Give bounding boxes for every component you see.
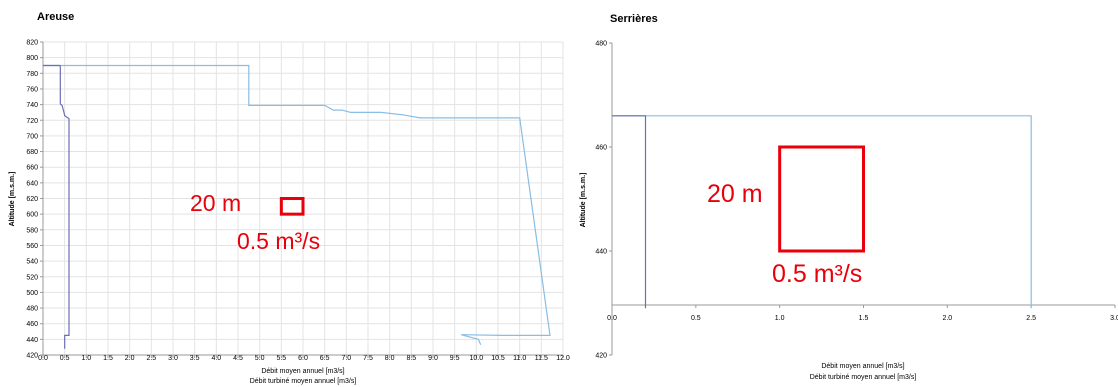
x-tick-label: 9.5	[450, 355, 460, 362]
series-line-1	[612, 115, 647, 309]
y-tick-label: 780	[26, 71, 38, 78]
x-tick-labels: 0.0 0.5 1.0 1.5 2.0 2.5 3.0	[607, 305, 1118, 322]
y-tick-label: 760	[26, 86, 38, 93]
y-tick-label: 520	[26, 274, 38, 281]
chart-title: Areuse	[37, 11, 74, 23]
y-tick-label: 680	[26, 149, 38, 156]
series-lines	[43, 64, 551, 349]
x-tick-label: 1.0	[775, 315, 785, 322]
x-tick-label: 7.5	[363, 355, 373, 362]
x-tick-label: 6.5	[320, 355, 330, 362]
y-tick-label: 740	[26, 102, 38, 109]
x-axis-label: Débit moyen annuel [m3/s]	[261, 368, 344, 375]
scale-rectangle	[279, 197, 305, 216]
y-tick-labels: 420 440 460 480	[595, 41, 612, 360]
x-tick-label: 8.5	[406, 355, 416, 362]
y-tick-labels: 420 440 460 480 500 520 540 560 580 600 620 640 660 6…	[26, 40, 43, 360]
y-tick-label: 720	[26, 118, 38, 125]
height-scale-label: 20 m	[190, 190, 241, 216]
x-tick-label: 0.5	[691, 315, 701, 322]
x-tick-label: 5.0	[255, 355, 265, 362]
y-tick-label: 460	[595, 145, 607, 152]
y-tick-label: 460	[26, 321, 38, 328]
y-tick-label: 480	[595, 41, 607, 48]
y-axis-label: Altitude [m.s.m.]	[580, 173, 587, 228]
series-line-1	[59, 65, 70, 349]
x-tick-label: 0.5	[60, 355, 70, 362]
y-tick-label: 620	[26, 196, 38, 203]
chart-title: Serrières	[610, 13, 658, 25]
flow-scale-label: 0.5 m³/s	[772, 260, 862, 288]
x-tick-label: 10.0	[470, 355, 484, 362]
x-tick-label: 9.0	[428, 355, 438, 362]
x-tick-label: 2.5	[1026, 315, 1036, 322]
x-tick-label: 1.0	[81, 355, 91, 362]
x-tick-label: 7.0	[341, 355, 351, 362]
x-tick-label: 2.0	[125, 355, 135, 362]
scale-box	[279, 197, 305, 216]
height-scale-label: 20 m	[707, 180, 763, 208]
series-line-0	[612, 115, 1032, 309]
x-tick-label: 5.5	[276, 355, 286, 362]
y-axis-label: Altitude [m.s.m.]	[9, 172, 16, 227]
x-axis-label-2: Débit turbiné moyen annuel [m3/s]	[250, 378, 357, 385]
x-tick-label: 8.0	[385, 355, 395, 362]
y-tick-label: 660	[26, 165, 38, 172]
scale-box	[778, 145, 866, 253]
chart-serrieres: Serrières 0.0 0.5 1.0 1.5 2.0 2.5 3.0 420 440 46…	[580, 13, 1118, 381]
x-tick-labels: 0.0 0.5 1.0 1.5 2.0 2.5 3.0 3.5 4.0 4.5 5.0 5.5 6.0 6…	[38, 355, 570, 362]
x-tick-label: 11.0	[513, 355, 526, 362]
x-tick-label: 1.5	[103, 355, 113, 362]
y-tick-label: 700	[26, 133, 38, 140]
x-tick-label: 0.0	[38, 355, 48, 362]
x-tick-label: 1.5	[859, 315, 869, 322]
y-tick-label: 440	[595, 249, 607, 256]
y-tick-label: 540	[26, 259, 38, 266]
x-tick-label: 3.5	[190, 355, 200, 362]
x-tick-label: 3.0	[1110, 315, 1118, 322]
scale-rectangle	[778, 145, 866, 253]
x-tick-label: 12.0	[556, 355, 570, 362]
y-tick-label: 420	[26, 353, 38, 360]
x-axis-label-2: Débit turbiné moyen annuel [m3/s]	[810, 374, 917, 381]
series-line-0	[43, 64, 551, 346]
y-tick-label: 580	[26, 227, 38, 234]
chart-areuse: Areuse 0.0 0.5 1.0 1.5 2.0 2.5 3.0 3.5 4.0 4.5 5.0…	[9, 11, 570, 385]
y-tick-label: 640	[26, 180, 38, 187]
y-tick-label: 600	[26, 212, 38, 219]
x-tick-label: 4.5	[233, 355, 243, 362]
x-tick-label: 6.0	[298, 355, 308, 362]
y-tick-label: 480	[26, 306, 38, 313]
x-axis-label: Débit moyen annuel [m3/s]	[821, 363, 904, 370]
y-tick-label: 820	[26, 40, 38, 47]
x-tick-label: 11.5	[535, 355, 548, 362]
x-tick-label: 0.0	[607, 315, 617, 322]
x-tick-label: 2.0	[942, 315, 952, 322]
y-tick-label: 500	[26, 290, 38, 297]
x-tick-label: 4.0	[211, 355, 221, 362]
y-tick-label: 440	[26, 337, 38, 344]
series-lines	[612, 115, 1032, 309]
x-tick-label: 10.5	[491, 355, 505, 362]
flow-scale-label: 0.5 m³/s	[237, 228, 320, 254]
y-tick-label: 420	[595, 353, 607, 360]
y-tick-label: 560	[26, 243, 38, 250]
y-tick-label: 800	[26, 55, 38, 62]
x-tick-label: 3.0	[168, 355, 178, 362]
x-tick-label: 2.5	[146, 355, 156, 362]
